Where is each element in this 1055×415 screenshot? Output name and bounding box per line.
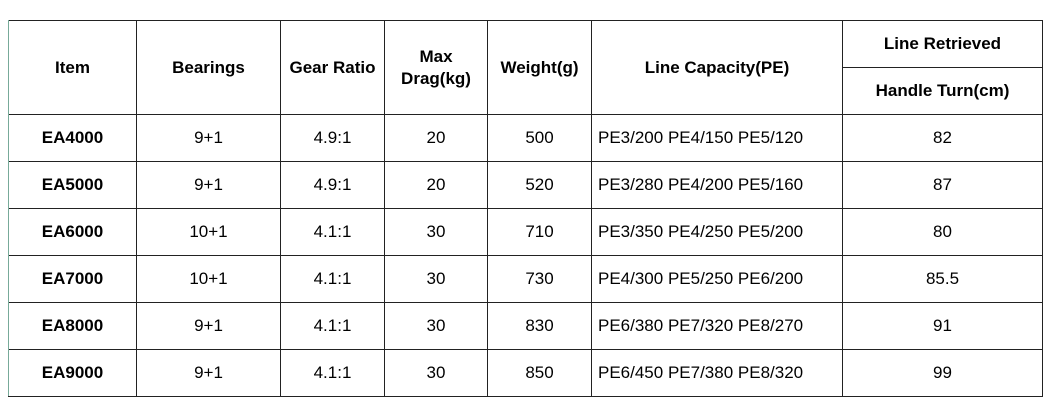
sheet-edge [8,20,9,396]
table-row: EA5000 9+1 4.9:1 20 520 PE3/280 PE4/200 PE5/1… [8,161,1043,209]
table-cell: 4.1:1 [280,302,385,350]
table-cell: 87 [842,161,1043,209]
header-cell: Max Drag(kg) [384,20,488,115]
table-cell: 10+1 [136,208,281,256]
table-cell: 80 [842,208,1043,256]
table-row: EA4000 9+1 4.9:1 20 500 PE3/200 PE4/150 PE5/1… [8,114,1043,162]
header-sub-cell: Handle Turn(cm) [842,67,1043,115]
table-cell: EA6000 [8,208,137,256]
table-cell: 99 [842,349,1043,397]
table-cell: PE3/350 PE4/250 PE5/200 [591,208,843,256]
table-cell: PE6/450 PE7/380 PE8/320 [591,349,843,397]
table-cell: 500 [487,114,592,162]
table-cell: 91 [842,302,1043,350]
header-cell: Item [8,20,137,115]
table-cell: 30 [384,302,488,350]
table-cell: EA4000 [8,114,137,162]
table-cell: 4.1:1 [280,255,385,303]
header-cell: Line Capacity(PE) [591,20,843,115]
header-cell: Gear Ratio [280,20,385,115]
table-cell: EA8000 [8,302,137,350]
table-cell: 82 [842,114,1043,162]
table-cell: 20 [384,161,488,209]
header-cell: Bearings [136,20,281,115]
table-body: EA4000 9+1 4.9:1 20 500 PE3/200 PE4/150 PE5/1… [8,114,1043,397]
table-cell: PE6/380 PE7/320 PE8/270 [591,302,843,350]
spec-table: Item Bearings Gear Ratio Max Drag(kg) We… [8,20,1043,397]
table-cell: EA7000 [8,255,137,303]
table-cell: 10+1 [136,255,281,303]
table-row: EA9000 9+1 4.1:1 30 850 PE6/450 PE7/380 PE8/3… [8,349,1043,397]
table-cell: 30 [384,208,488,256]
header-group-cell: Line Retrieved [842,20,1043,68]
table-cell: 850 [487,349,592,397]
table-cell: 9+1 [136,302,281,350]
table-cell: 9+1 [136,349,281,397]
table-cell: EA5000 [8,161,137,209]
table-cell: 830 [487,302,592,350]
table-cell: PE3/200 PE4/150 PE5/120 [591,114,843,162]
table-cell: 4.9:1 [280,161,385,209]
table-row: EA8000 9+1 4.1:1 30 830 PE6/380 PE7/320 PE8/2… [8,302,1043,350]
table-cell: 9+1 [136,114,281,162]
header-cell: Weight(g) [487,20,592,115]
table-cell: 520 [487,161,592,209]
table-cell: 85.5 [842,255,1043,303]
table-cell: 30 [384,349,488,397]
table-cell: 20 [384,114,488,162]
table-cell: 730 [487,255,592,303]
table-row: EA7000 10+1 4.1:1 30 730 PE4/300 PE5/250 PE6/… [8,255,1043,303]
table-cell: EA9000 [8,349,137,397]
table-cell: PE4/300 PE5/250 PE6/200 [591,255,843,303]
table-cell: 4.1:1 [280,208,385,256]
table-cell: 710 [487,208,592,256]
table-cell: 30 [384,255,488,303]
table-cell: 9+1 [136,161,281,209]
table-cell: 4.9:1 [280,114,385,162]
table-cell: 4.1:1 [280,349,385,397]
table-cell: PE3/280 PE4/200 PE5/160 [591,161,843,209]
table-row: EA6000 10+1 4.1:1 30 710 PE3/350 PE4/250 PE5/… [8,208,1043,256]
